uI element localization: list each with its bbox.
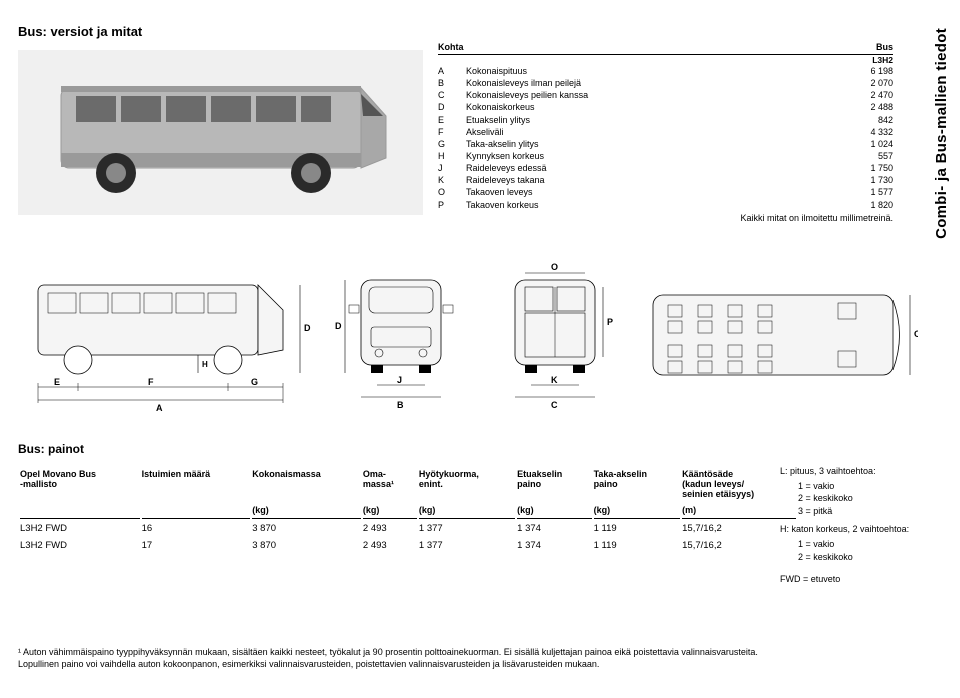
wt-col: Etuakselinpaino: [517, 467, 591, 501]
technical-diagrams: D H E F G A: [18, 250, 918, 415]
dim-row: KRaideleveys takana1 730: [438, 174, 893, 186]
wt-unit: (kg): [419, 503, 515, 519]
svg-text:P: P: [607, 317, 613, 327]
dim-row: GTaka-akselin ylitys1 024: [438, 138, 893, 150]
dim-row: DKokonaiskorkeus2 488: [438, 101, 893, 113]
wt-cell: 1 374: [517, 521, 591, 536]
wt-cell: 3 870: [252, 538, 361, 553]
dim-col-kohta: Kohta: [438, 42, 466, 52]
wt-cell: 1 374: [517, 538, 591, 553]
legend-h-label: H: katon korkeus, 2 vaihtoehtoa:: [780, 523, 910, 536]
dim-row: EEtuakselin ylitys842: [438, 114, 893, 126]
dim-row: FAkseliväli4 332: [438, 126, 893, 138]
dim-note: Kaikki mitat on ilmoitettu millimetreinä…: [438, 213, 893, 223]
dim-row: CKokonaisleveys peilien kanssa2 470: [438, 89, 893, 101]
wt-cell: 2 493: [363, 538, 417, 553]
wt-cell: 1 377: [419, 521, 515, 536]
dim-row: PTakaoven korkeus1 820: [438, 199, 893, 211]
wt-unit: [20, 503, 140, 519]
wt-cell: 15,7/16,2: [682, 538, 796, 553]
wt-unit: (m): [682, 503, 796, 519]
legend-l3: 3 = pitkä: [780, 505, 910, 518]
svg-text:J: J: [397, 375, 402, 385]
hero-bus-image: [18, 50, 423, 215]
svg-text:K: K: [551, 375, 558, 385]
wt-row: L3H2 FWD173 8702 4931 3771 3741 11915,7/…: [20, 538, 796, 553]
dim-row: AKokonaispituus6 198: [438, 65, 893, 77]
wt-unit: (kg): [594, 503, 681, 519]
wt-cell: 1 119: [594, 538, 681, 553]
diagram-top: O: [638, 255, 918, 415]
weights-title: Bus: painot: [18, 442, 84, 456]
diagram-rear: O P K C: [485, 255, 625, 415]
wt-cell: L3H2 FWD: [20, 521, 140, 536]
legend-fwd: FWD = etuveto: [780, 573, 910, 586]
wt-cell: 15,7/16,2: [682, 521, 796, 536]
wt-col: Kokonaismassa: [252, 467, 361, 501]
wt-unit: (kg): [517, 503, 591, 519]
svg-text:E: E: [54, 377, 60, 387]
diagram-side: D H E F G A: [18, 255, 318, 415]
legend-l2: 2 = keskikoko: [780, 492, 910, 505]
svg-text:A: A: [156, 403, 163, 413]
dim-col-l3h2: L3H2: [833, 55, 893, 65]
wt-row: L3H2 FWD163 8702 4931 3771 3741 11915,7/…: [20, 521, 796, 536]
svg-text:O: O: [914, 329, 918, 339]
svg-text:H: H: [202, 360, 208, 369]
wt-cell: 3 870: [252, 521, 361, 536]
legend-l1: 1 = vakio: [780, 480, 910, 493]
wt-cell: L3H2 FWD: [20, 538, 140, 553]
svg-text:D: D: [304, 323, 311, 333]
wt-cell: 2 493: [363, 521, 417, 536]
page-title: Bus: versiot ja mitat: [18, 24, 142, 39]
dim-row: JRaideleveys edessä1 750: [438, 162, 893, 174]
footnote: ¹ Auton vähimmäispaino tyyppihyväksynnän…: [18, 646, 778, 670]
wt-unit: [142, 503, 251, 519]
wt-unit: (kg): [252, 503, 361, 519]
wt-col: Kääntösäde(kadun leveys/seinien etäisyys…: [682, 467, 796, 501]
wt-col: Istuimien määrä: [142, 467, 251, 501]
weights-table: Opel Movano Bus-mallistoIstuimien määräK…: [18, 465, 798, 555]
legend-l-label: L: pituus, 3 vaihtoehtoa:: [780, 465, 910, 478]
svg-text:B: B: [397, 400, 404, 410]
wt-cell: 1 119: [594, 521, 681, 536]
wt-cell: 16: [142, 521, 251, 536]
dim-row: OTakaoven leveys1 577: [438, 186, 893, 198]
svg-text:C: C: [551, 400, 558, 410]
dim-row: BKokonaisleveys ilman peilejä2 070: [438, 77, 893, 89]
wt-col: Hyötykuorma,enint.: [419, 467, 515, 501]
legend-h2: 2 = keskikoko: [780, 551, 910, 564]
legend-h1: 1 = vakio: [780, 538, 910, 551]
wt-col: Taka-akselinpaino: [594, 467, 681, 501]
dim-row: HKynnyksen korkeus557: [438, 150, 893, 162]
svg-text:D: D: [335, 321, 342, 331]
diagram-front: D J B: [331, 255, 471, 415]
wt-unit: (kg): [363, 503, 417, 519]
wt-col: Opel Movano Bus-mallisto: [20, 467, 140, 501]
bus-side-photo: [31, 58, 411, 208]
sidebar-title: Combi- ja Bus-mallien tiedot: [933, 28, 950, 239]
svg-text:O: O: [551, 262, 558, 272]
dimensions-table: Kohta Bus L3H2 AKokonaispituus6 198BKoko…: [438, 42, 893, 223]
wt-cell: 17: [142, 538, 251, 553]
svg-text:F: F: [148, 377, 154, 387]
wt-col: Oma-massa¹: [363, 467, 417, 501]
svg-text:G: G: [251, 377, 258, 387]
dim-col-bus: Bus: [833, 42, 893, 52]
wt-cell: 1 377: [419, 538, 515, 553]
legend: L: pituus, 3 vaihtoehtoa: 1 = vakio 2 = …: [780, 465, 910, 586]
